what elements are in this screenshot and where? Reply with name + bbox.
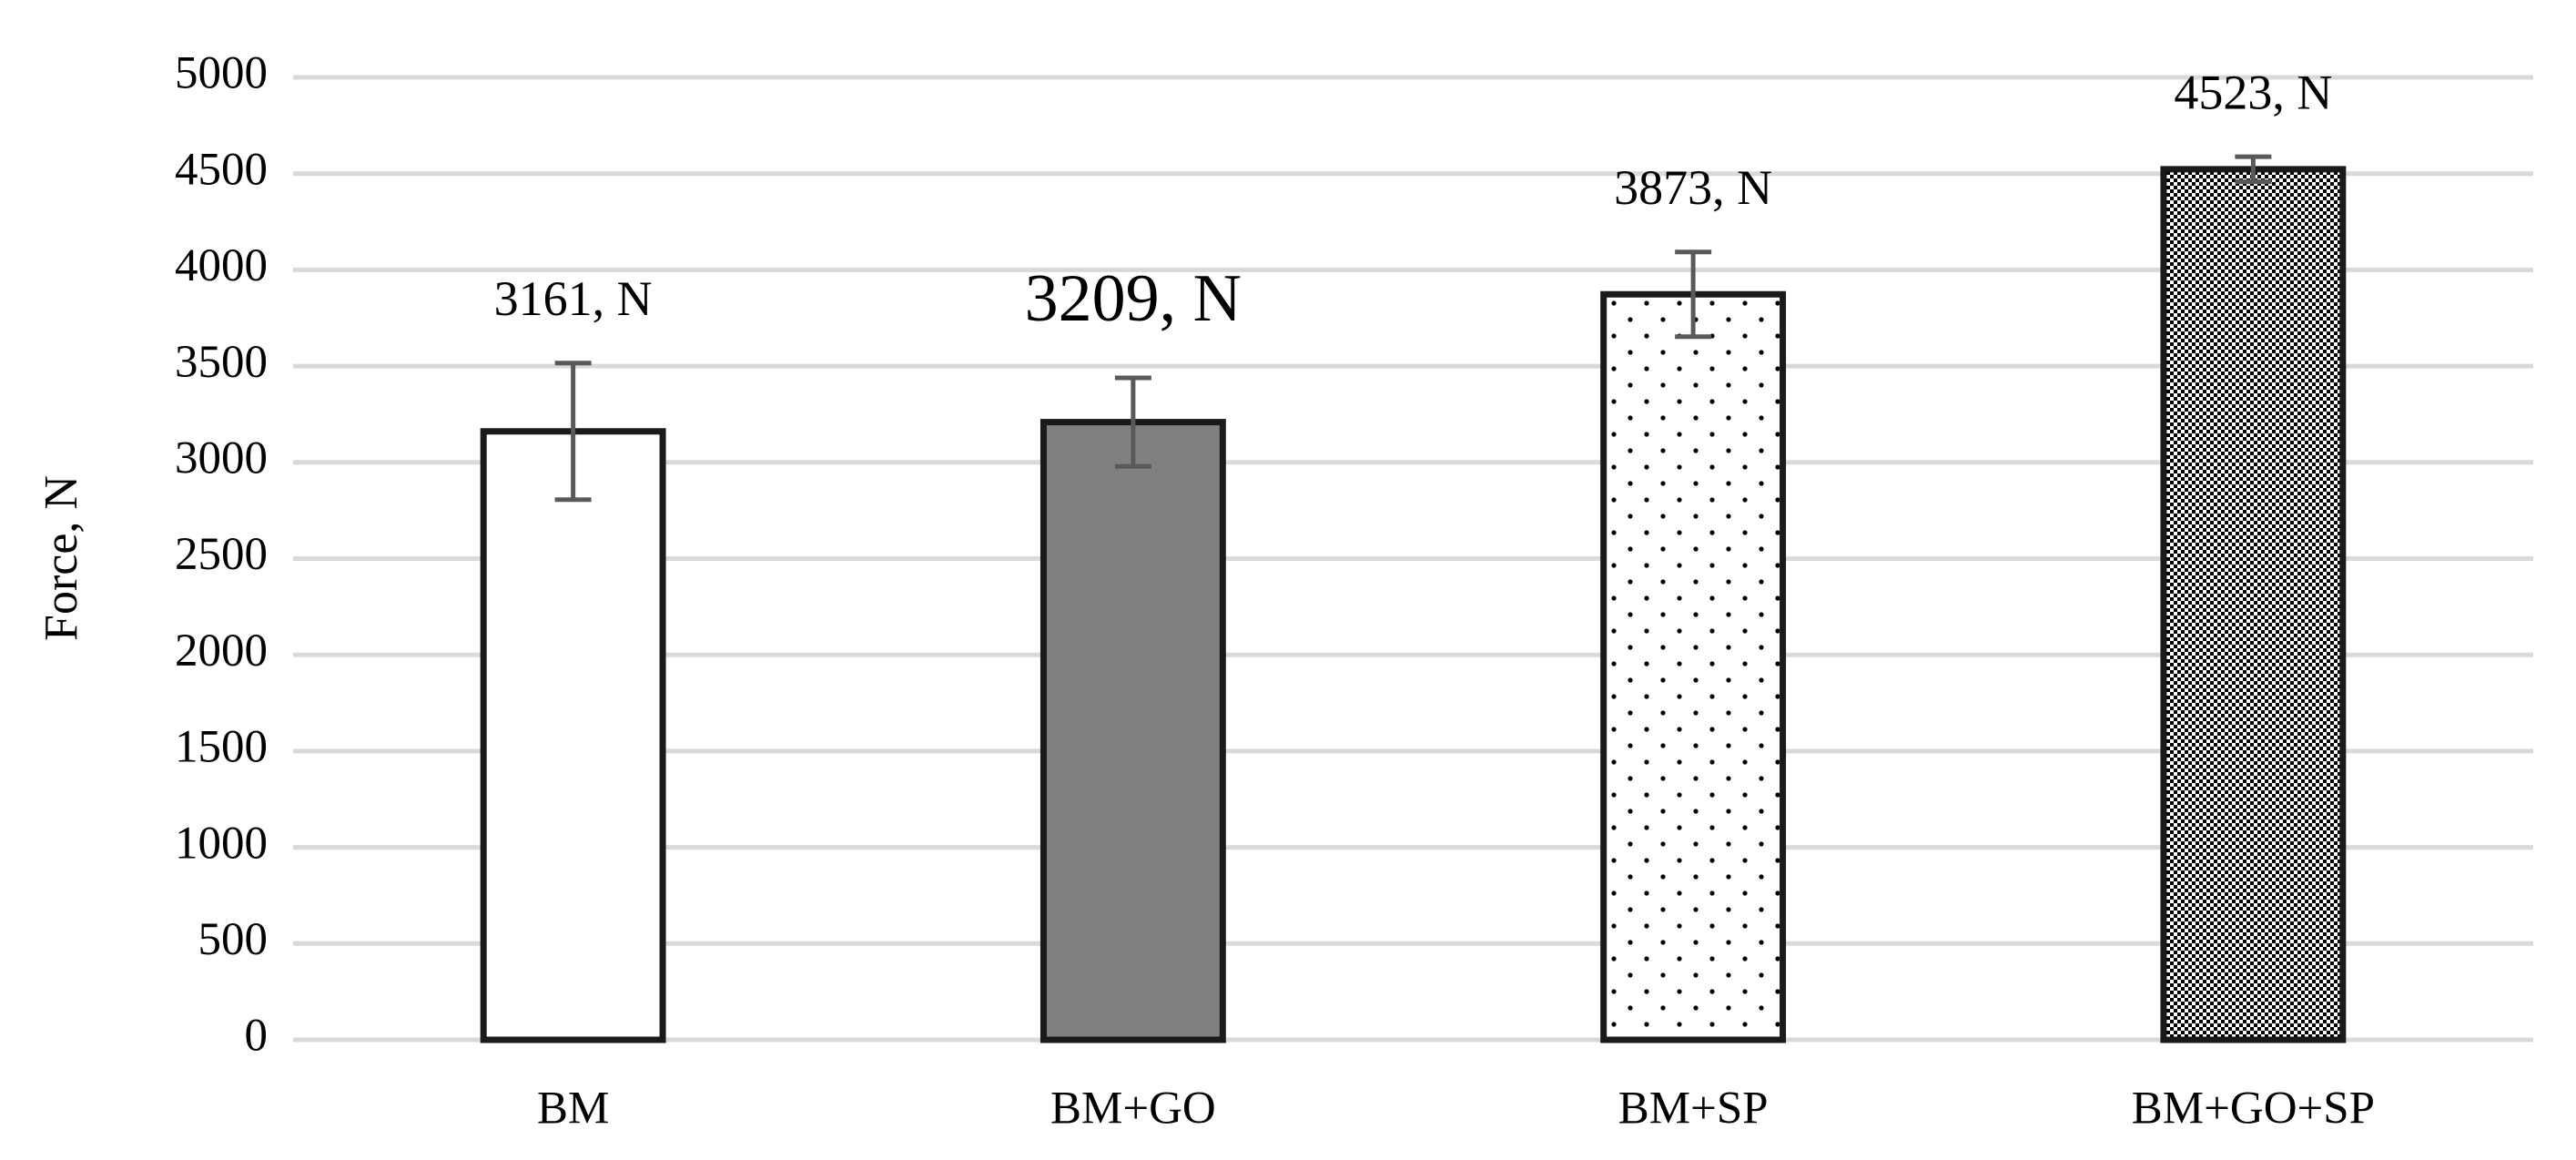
value-label: 3873, N: [1614, 160, 1772, 215]
value-label: 3209, N: [1025, 261, 1242, 336]
x-tick-label: BM+SP: [1618, 1084, 1769, 1135]
bar: [2160, 166, 2347, 1043]
x-tick-label: BM+GO+SP: [2132, 1084, 2375, 1135]
error-bar: [1675, 249, 1712, 340]
y-tick-label: 4000: [175, 240, 268, 291]
x-tick-label: BM+GO: [1050, 1084, 1216, 1135]
error-bar: [554, 361, 592, 503]
value-label: 3161, N: [494, 271, 653, 326]
y-tick-label: 2500: [175, 529, 268, 580]
bar: [1040, 419, 1226, 1043]
y-axis-label: Force, N: [35, 475, 87, 641]
y-tick-label: 3500: [175, 337, 268, 388]
error-bar: [1114, 375, 1151, 469]
y-tick-label: 1500: [175, 722, 268, 773]
error-bar: [2235, 154, 2272, 185]
y-tick-label: 4500: [175, 144, 268, 195]
y-tick-label: 5000: [175, 48, 268, 99]
x-tick-label: BM: [537, 1084, 609, 1135]
bar: [1600, 290, 1787, 1043]
y-tick-label: 0: [245, 1011, 269, 1062]
value-label: 4523, N: [2174, 65, 2332, 119]
y-tick-label: 500: [198, 914, 269, 965]
bar: [480, 428, 666, 1043]
y-tick-label: 1000: [175, 818, 268, 869]
y-tick-label: 2000: [175, 626, 268, 677]
y-tick-label: 3000: [175, 433, 268, 484]
